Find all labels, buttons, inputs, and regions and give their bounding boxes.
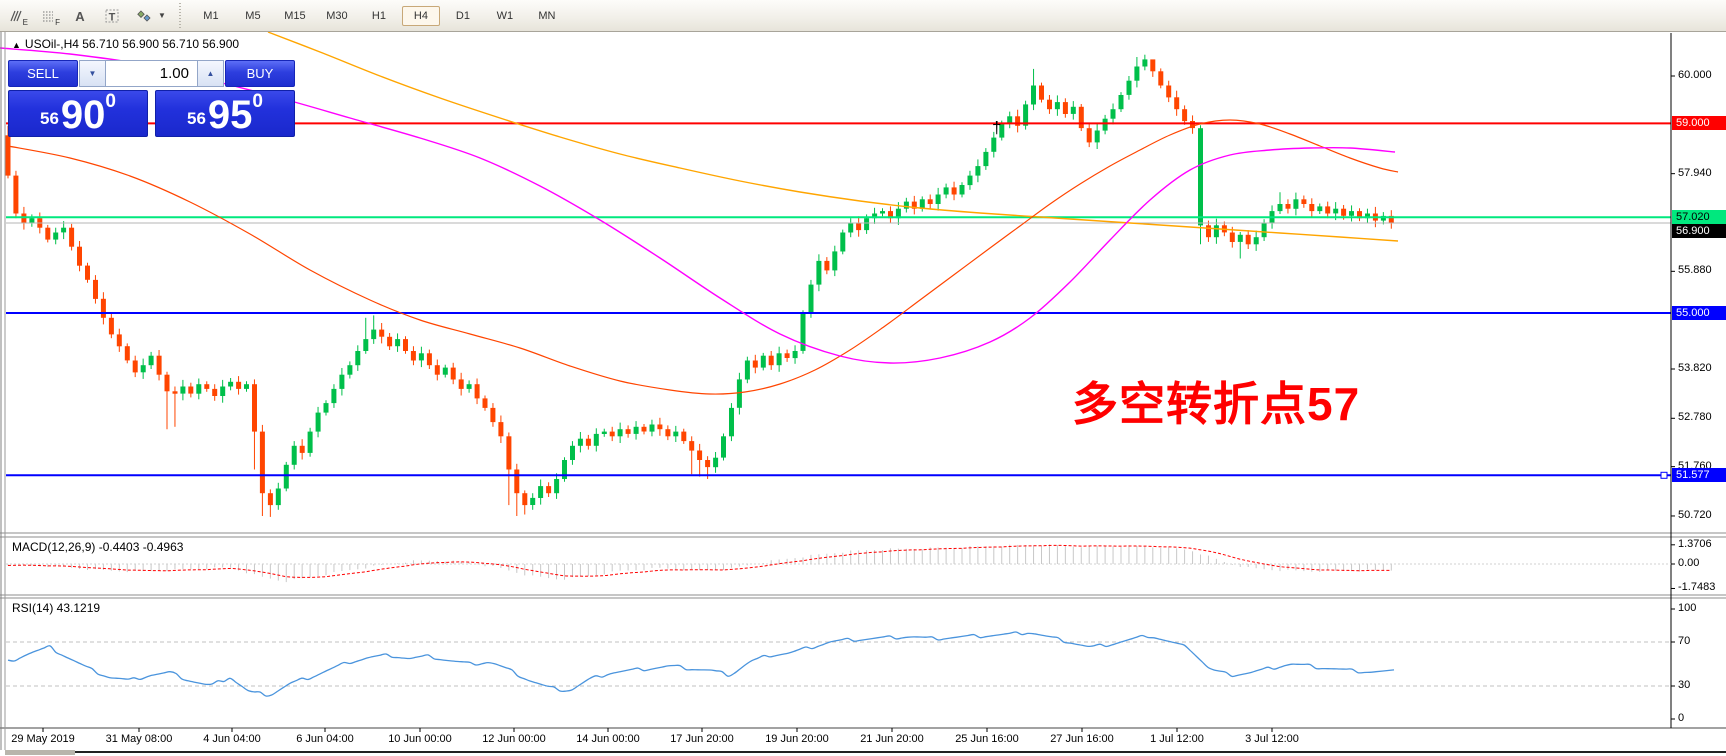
- axis-label: 50.720: [1678, 508, 1712, 521]
- volume-decrease-button[interactable]: ▼: [79, 60, 106, 87]
- timeframe-button-h1[interactable]: H1: [371, 9, 386, 22]
- axis-label: 30: [1678, 679, 1691, 691]
- buy-price-box[interactable]: 56 95 0: [155, 90, 295, 137]
- timeframe-button-mn[interactable]: MN: [538, 9, 556, 22]
- date-label: 29 May 2019: [11, 733, 75, 745]
- axis-label: -1.7483: [1678, 581, 1716, 594]
- axis-label: 100: [1678, 602, 1697, 614]
- candles-layer: [5, 54, 1394, 517]
- macd-indicator-label: MACD(12,26,9) -0.4403 -0.4963: [12, 540, 184, 554]
- text-label-icon[interactable]: A: [65, 3, 95, 29]
- axis-price-badge: 57.020: [1672, 210, 1726, 225]
- date-label: 10 Jun 00:00: [388, 733, 452, 745]
- axis-price-badge: 55.000: [1672, 306, 1726, 321]
- sell-price-big: 90: [60, 93, 106, 137]
- date-label: 6 Jun 04:00: [296, 733, 354, 745]
- volume-increase-button[interactable]: ▲: [197, 60, 224, 87]
- macd-signal-line: [7, 544, 1392, 578]
- date-label: 4 Jun 04:00: [203, 733, 261, 745]
- date-label: 19 Jun 20:00: [765, 733, 829, 745]
- buy-button[interactable]: BUY: [225, 60, 295, 87]
- axis-price-badge: 56.900: [1672, 224, 1726, 239]
- arrows-icon[interactable]: [129, 3, 159, 29]
- sell-price-sup: 0: [105, 91, 116, 112]
- text-box-icon[interactable]: T: [97, 3, 127, 29]
- date-label: 1 Jul 12:00: [1150, 733, 1204, 745]
- date-label: 27 Jun 16:00: [1050, 733, 1114, 745]
- axis-price-badge: 59.000: [1672, 116, 1726, 131]
- toolbar: E F A T ▼ M1 M5 M15 M30 H1 H4 D1 W1 MN: [0, 0, 1726, 32]
- svg-text:A: A: [75, 9, 85, 24]
- axis-label: 53.820: [1678, 361, 1712, 374]
- symbol-quote-line: ▲ USOil-,H4 56.710 56.900 56.710 56.900: [12, 37, 239, 51]
- toolbar-separator: [175, 2, 184, 29]
- axis-label: 60.000: [1678, 69, 1712, 81]
- date-label: 17 Jun 20:00: [670, 733, 734, 745]
- grid-fibo-icon[interactable]: F: [33, 3, 63, 29]
- date-label: 3 Jul 12:00: [1245, 733, 1299, 745]
- chart-patterns-icon[interactable]: E: [1, 3, 31, 29]
- buy-price-sup: 0: [252, 91, 263, 112]
- axis-label: 52.780: [1678, 411, 1712, 424]
- timeframe-button-w1[interactable]: W1: [496, 9, 514, 22]
- rsi-indicator-label: RSI(14) 43.1219: [12, 601, 101, 615]
- dagger-marker-icon: †: [992, 118, 1002, 137]
- date-label: 25 Jun 16:00: [955, 733, 1019, 745]
- chart-annotation-text: 多空转折点57: [1072, 378, 1361, 430]
- axis-label: 70: [1678, 635, 1691, 647]
- axis-label: 55.880: [1678, 264, 1712, 277]
- symbol-ohlc-text: USOil-,H4 56.710 56.900 56.710 56.900: [24, 37, 240, 51]
- macd-layer: [7, 544, 1392, 583]
- sell-price-small: 56: [40, 109, 59, 128]
- timeframe-button-d1[interactable]: D1: [455, 9, 470, 22]
- timeframe-button-m30[interactable]: M30: [326, 9, 348, 22]
- buy-price-big: 95: [207, 93, 253, 137]
- axis-label: 1.3706: [1678, 537, 1712, 550]
- date-label: 12 Jun 00:00: [482, 733, 546, 745]
- ma-slow-line: [267, 31, 1399, 242]
- collapse-arrow-icon[interactable]: ▲: [12, 40, 21, 50]
- date-label: 14 Jun 00:00: [576, 733, 640, 745]
- rsi-line: [7, 631, 1395, 697]
- ma-fast-line: [7, 119, 1399, 395]
- dropdown-caret-icon[interactable]: ▼: [158, 11, 166, 20]
- sell-price-box[interactable]: 56 90 0: [8, 90, 148, 137]
- axis-label: 0: [1678, 712, 1685, 724]
- timeframe-button-h4[interactable]: H4: [401, 5, 440, 26]
- date-label: 21 Jun 20:00: [860, 733, 924, 745]
- hline-handle[interactable]: [1660, 471, 1668, 479]
- horizontal-scrollbar-thumb[interactable]: [5, 750, 75, 755]
- timeframe-button-m1[interactable]: M1: [203, 9, 219, 22]
- axis-label: 0.00: [1678, 557, 1700, 569]
- volume-input[interactable]: [106, 60, 197, 87]
- timeframe-button-m5[interactable]: M5: [245, 9, 261, 22]
- svg-text:T: T: [109, 11, 116, 23]
- date-label: 31 May 08:00: [105, 733, 173, 745]
- buy-price-small: 56: [187, 109, 206, 128]
- sell-button[interactable]: SELL: [8, 60, 78, 87]
- one-click-trading-panel: SELL ▼ ▲ BUY 56 90 0 56 95 0: [8, 60, 295, 138]
- trade-controls-row: SELL ▼ ▲ BUY: [8, 60, 295, 87]
- axis-label: 57.940: [1678, 166, 1712, 179]
- axis-price-badge: 51.577: [1672, 468, 1726, 483]
- timeframe-button-m15[interactable]: M15: [284, 9, 306, 22]
